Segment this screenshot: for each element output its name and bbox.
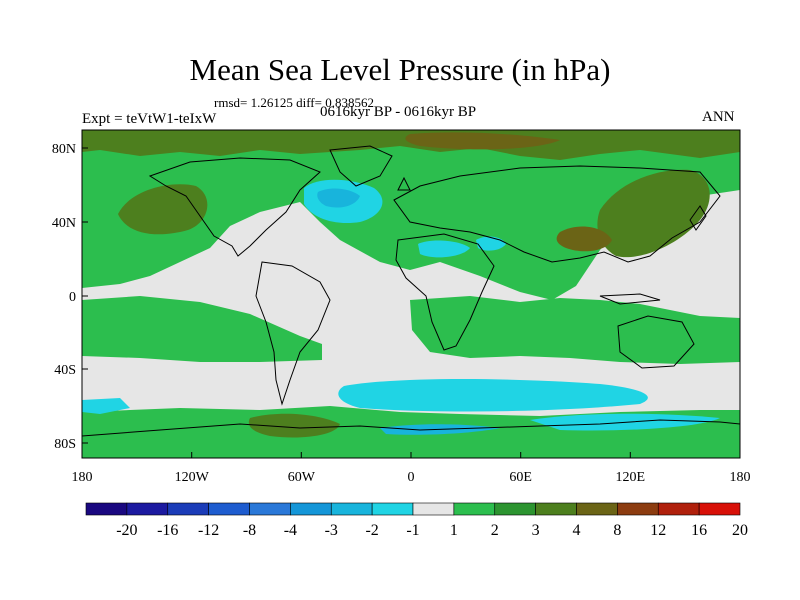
y-tick-label: 40S	[54, 363, 76, 378]
australia-coast	[617, 315, 695, 369]
south-pacific-negative	[82, 398, 130, 414]
colorbar-label: -8	[243, 522, 256, 539]
north-africa-negative	[418, 240, 470, 258]
colorbar-label: -2	[365, 522, 378, 539]
colorbar-label: -1	[406, 522, 419, 539]
rmsd-diff-stats: rmsd= 1.26125 diff= 0.838562	[214, 95, 374, 110]
colorbar-label: 12	[650, 522, 666, 539]
x-tick-label: 120W	[175, 470, 210, 485]
season-label: ANN	[702, 109, 735, 125]
east-asia-medium-positive	[597, 169, 710, 258]
colorbar-label: -20	[116, 522, 137, 539]
colorbar-label: 2	[491, 522, 499, 539]
north-atlantic-negative-core	[317, 188, 360, 208]
eurasia-coast	[393, 165, 721, 263]
indian-ocean-positive-region	[410, 296, 740, 364]
colorbar: -20 -16 -12 -8 -4 -3 -2 -1 1 2 3 4 8 12 16 20	[85, 502, 748, 539]
arctic-strong-positive	[405, 132, 560, 150]
map-field	[82, 130, 740, 458]
colorbar-label: 8	[613, 522, 621, 539]
x-tick-label: 120E	[616, 470, 646, 485]
colorbar-swatch	[494, 502, 536, 516]
arctic-medium-positive	[82, 130, 740, 160]
indonesia-coast	[599, 293, 661, 305]
colorbar-swatch	[290, 502, 332, 516]
southern-ocean-medium-positive	[248, 413, 340, 438]
x-tick-label: 180	[730, 470, 751, 485]
southern-ocean-negative-band	[338, 379, 648, 412]
uk-coast	[397, 176, 411, 191]
colorbar-swatch	[371, 502, 414, 516]
x-tick-label: 60E	[509, 470, 532, 485]
asia-strong-positive	[556, 226, 612, 252]
colorbar-label: -16	[157, 522, 178, 539]
colorbar-swatch	[698, 502, 741, 516]
x-tick-label: 180	[72, 470, 93, 485]
colorbar-swatch	[576, 502, 618, 516]
colorbar-label: 20	[732, 522, 748, 539]
greenland-coast	[329, 145, 393, 187]
colorbar-swatch	[453, 502, 496, 516]
colorbar-swatch	[208, 502, 250, 516]
colorbar-swatch	[617, 502, 659, 516]
colorbar-swatch	[330, 502, 373, 516]
colorbar-label: -3	[325, 522, 338, 539]
colorbar-label: 4	[573, 522, 581, 539]
south-america-coast	[255, 261, 331, 406]
y-tick-label: 80N	[52, 142, 76, 157]
period-label: 0616kyr BP - 0616kyr BP	[320, 104, 477, 120]
colorbar-label: 16	[691, 522, 707, 539]
x-tick-label: 0	[408, 470, 415, 485]
colorbar-label: -12	[198, 522, 219, 539]
colorbar-swatch	[657, 502, 700, 516]
colorbar-swatch	[535, 502, 577, 516]
japan-coast	[689, 205, 707, 231]
chart-title: Mean Sea Level Pressure (in hPa)	[189, 52, 611, 87]
colorbar-swatch	[85, 502, 128, 516]
colorbar-label: 3	[532, 522, 540, 539]
colorbar-swatch	[249, 502, 291, 516]
experiment-label: Expt = teVtW1-teIxW	[82, 111, 217, 127]
colorbar-label: 1	[450, 522, 458, 539]
y-axis: 80N 40N 0 40S 80S	[52, 142, 88, 452]
south-pacific-positive-region	[82, 296, 322, 362]
north-pacific-medium-positive	[118, 184, 208, 235]
y-tick-label: 40N	[52, 216, 76, 231]
coastlines	[82, 145, 740, 437]
colorbar-label: -4	[284, 522, 297, 539]
y-tick-label: 80S	[54, 437, 76, 452]
africa-coast	[395, 233, 495, 351]
colorbar-swatch	[167, 502, 209, 516]
north-pacific-positive-region	[82, 130, 740, 300]
colorbar-swatch	[412, 502, 455, 516]
y-tick-label: 0	[69, 290, 76, 305]
north-america-coast	[148, 157, 321, 257]
colorbar-swatch	[126, 502, 169, 516]
x-axis: 180 120W 60W 0 60E 120E 180	[72, 452, 751, 485]
x-tick-label: 60W	[288, 470, 316, 485]
antarctica-coast	[82, 419, 740, 437]
